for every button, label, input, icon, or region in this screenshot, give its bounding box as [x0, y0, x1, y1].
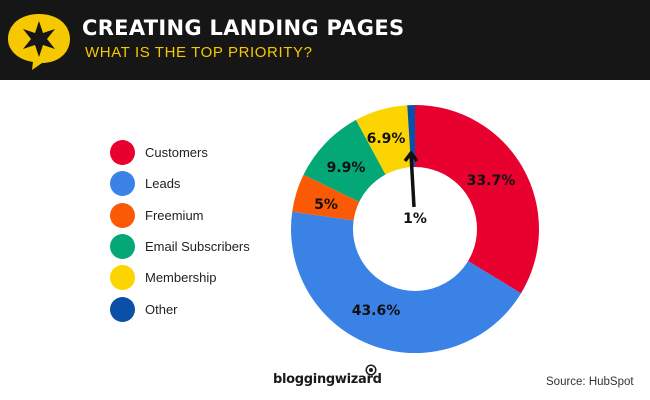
legend-item-membership: Membership: [110, 262, 250, 293]
legend-label: Email Subscribers: [145, 239, 250, 255]
legend-swatch: [110, 171, 135, 197]
legend-label: Freemium: [145, 207, 204, 223]
legend-label: Leads: [145, 176, 181, 192]
legend-swatch: [110, 234, 135, 260]
chart-legend: Customers Leads Freemium Email Subscribe…: [110, 137, 250, 325]
legend-item-customers: Customers: [110, 137, 250, 168]
brand-dot-icon: [367, 366, 375, 374]
slice-label-leads: 43.6%: [352, 303, 401, 319]
legend-swatch: [110, 296, 135, 322]
legend-swatch: [110, 202, 135, 228]
source-text: Source: HubSpot: [546, 376, 634, 388]
page-title: CREATING LANDING PAGES: [82, 16, 405, 40]
legend-swatch: [110, 265, 135, 291]
slice-label-other: 1%: [403, 211, 427, 227]
legend-label: Membership: [145, 270, 217, 286]
star-speech-bubble-icon: [8, 14, 70, 70]
donut-hole: [353, 167, 477, 291]
slice-label-membership: 6.9%: [367, 131, 406, 147]
legend-item-freemium: Freemium: [110, 200, 250, 231]
slice-label-email-subscribers: 9.9%: [327, 160, 366, 176]
legend-label: Other: [145, 301, 178, 317]
annotation-arrow: [409, 153, 416, 208]
header-banner: CREATING LANDING PAGES WHAT IS THE TOP P…: [0, 0, 650, 80]
slice-label-freemium: 5%: [314, 197, 338, 213]
arrow-head-icon: [403, 151, 419, 163]
legend-item-other: Other: [110, 293, 250, 324]
legend-label: Customers: [145, 145, 208, 161]
page-subtitle: WHAT IS THE TOP PRIORITY?: [85, 44, 313, 61]
slice-label-customers: 33.7%: [467, 173, 516, 189]
brand-logo: bloggingwizard: [273, 372, 382, 387]
legend-item-email-subscribers: Email Subscribers: [110, 231, 250, 262]
legend-item-leads: Leads: [110, 168, 250, 199]
legend-swatch: [110, 140, 135, 166]
